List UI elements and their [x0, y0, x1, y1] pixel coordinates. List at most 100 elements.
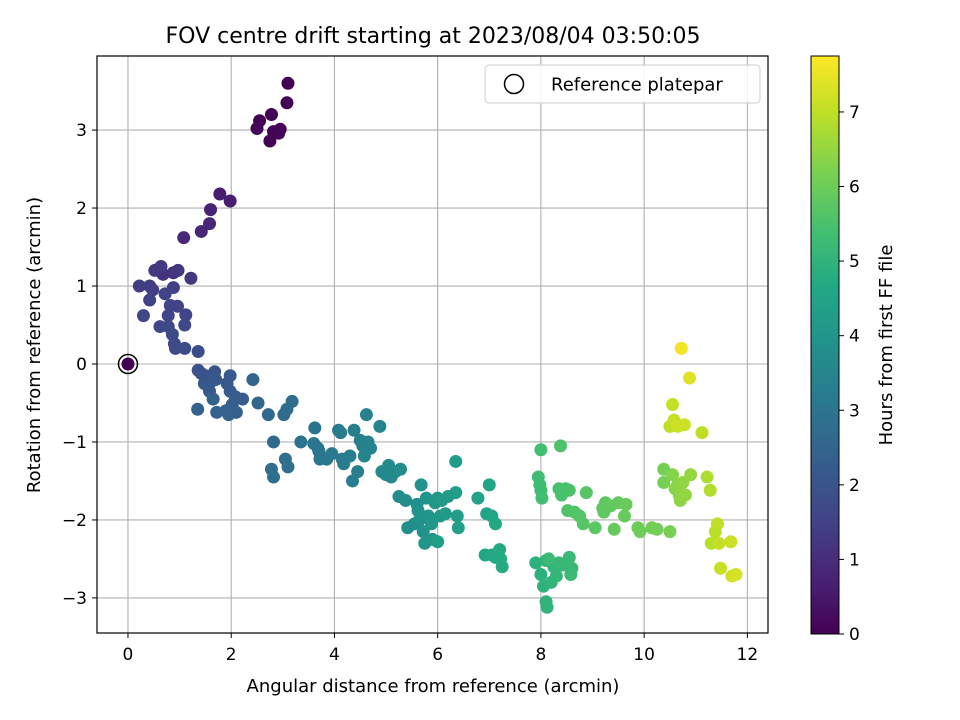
data-point	[203, 217, 217, 231]
legend-marker-icon	[503, 73, 525, 95]
data-point	[209, 373, 223, 387]
data-point	[267, 435, 281, 449]
x-tick-label: 12	[737, 645, 759, 665]
data-point	[171, 263, 185, 277]
x-axis-label: Angular distance from reference (arcmin)	[247, 676, 620, 697]
y-axis-ticks: −3 −2 −1 0 1 2 3	[62, 121, 97, 609]
data-point	[154, 260, 168, 274]
data-point	[449, 454, 463, 468]
data-point	[534, 568, 548, 582]
data-point	[264, 107, 278, 121]
data-point	[281, 460, 295, 474]
data-point	[554, 439, 568, 453]
data-point	[619, 497, 633, 511]
data-point	[633, 525, 647, 539]
data-point	[562, 483, 576, 497]
data-point	[373, 419, 387, 433]
data-point	[178, 341, 192, 355]
data-point	[562, 550, 576, 564]
data-point	[308, 421, 322, 435]
data-point	[542, 552, 556, 566]
data-point	[534, 443, 548, 457]
data-point	[294, 435, 308, 449]
data-point	[540, 600, 554, 614]
colorbar-tick-label: 0	[849, 625, 860, 645]
data-point	[223, 194, 237, 208]
data-point	[729, 568, 743, 582]
data-point	[168, 341, 182, 355]
grid	[97, 56, 768, 633]
data-point	[146, 283, 160, 297]
data-point	[343, 449, 357, 463]
legend: Reference platepar	[484, 64, 761, 104]
data-point	[246, 373, 260, 387]
data-point	[724, 535, 738, 549]
plot-frame	[96, 55, 769, 634]
colorbar-tick-label: 7	[849, 103, 860, 123]
data-point	[666, 468, 680, 482]
data-point	[710, 517, 724, 531]
data-point	[177, 231, 191, 245]
data-point	[650, 522, 664, 536]
colorbar-ticks: 0 1 2 3 4 5 6 7	[839, 103, 860, 645]
x-tick-label: 10	[633, 645, 655, 665]
data-point	[206, 392, 220, 406]
data-point	[700, 470, 714, 484]
y-tick-label: 2	[76, 199, 87, 219]
x-tick-label: 0	[123, 645, 134, 665]
data-point	[179, 308, 193, 322]
x-axis-ticks: 0 2 4 6 8 10 12	[123, 633, 759, 665]
data-point	[683, 371, 697, 385]
data-points	[132, 76, 743, 614]
data-point	[393, 462, 407, 476]
y-tick-label: 0	[76, 355, 87, 375]
y-axis-label: Rotation from reference (arcmin)	[24, 197, 45, 493]
data-point	[450, 509, 464, 523]
data-point	[136, 309, 150, 323]
data-point	[712, 536, 726, 550]
data-point	[438, 507, 452, 521]
data-point	[357, 449, 371, 463]
y-tick-label: −2	[62, 511, 87, 531]
data-point	[703, 483, 717, 497]
colorbar-gradient	[810, 55, 840, 635]
data-point	[351, 465, 365, 479]
x-tick-label: 6	[432, 645, 443, 665]
data-point	[695, 426, 709, 440]
data-point	[471, 491, 485, 505]
data-point	[576, 517, 590, 531]
data-point	[424, 517, 438, 531]
colorbar-tick-label: 2	[849, 476, 860, 496]
data-point	[431, 535, 445, 549]
data-point	[618, 509, 632, 523]
data-point	[222, 408, 236, 422]
data-point	[184, 271, 198, 285]
data-point	[178, 318, 192, 332]
data-point	[579, 486, 593, 500]
data-point	[399, 493, 413, 507]
data-point	[213, 187, 227, 201]
legend-entry-reference: Reference platepar	[551, 75, 723, 96]
data-point	[535, 491, 549, 505]
data-point	[325, 447, 339, 461]
data-point	[263, 134, 277, 148]
colorbar-tick-label: 3	[849, 401, 860, 421]
y-tick-label: −1	[62, 433, 87, 453]
data-point	[267, 470, 281, 484]
data-point	[663, 525, 677, 539]
x-tick-label: 4	[329, 645, 340, 665]
data-point	[449, 486, 463, 500]
data-point	[495, 560, 509, 574]
data-point	[666, 398, 680, 412]
chart-title: FOV centre drift starting at 2023/08/04 …	[166, 24, 701, 49]
data-point	[334, 426, 348, 440]
data-point	[250, 122, 264, 136]
colorbar-tick-label: 4	[849, 327, 860, 347]
data-point	[414, 478, 428, 492]
x-tick-label: 8	[535, 645, 546, 665]
y-tick-label: 3	[76, 121, 87, 141]
data-point	[132, 279, 146, 293]
data-point	[488, 517, 502, 531]
data-point	[359, 408, 373, 422]
